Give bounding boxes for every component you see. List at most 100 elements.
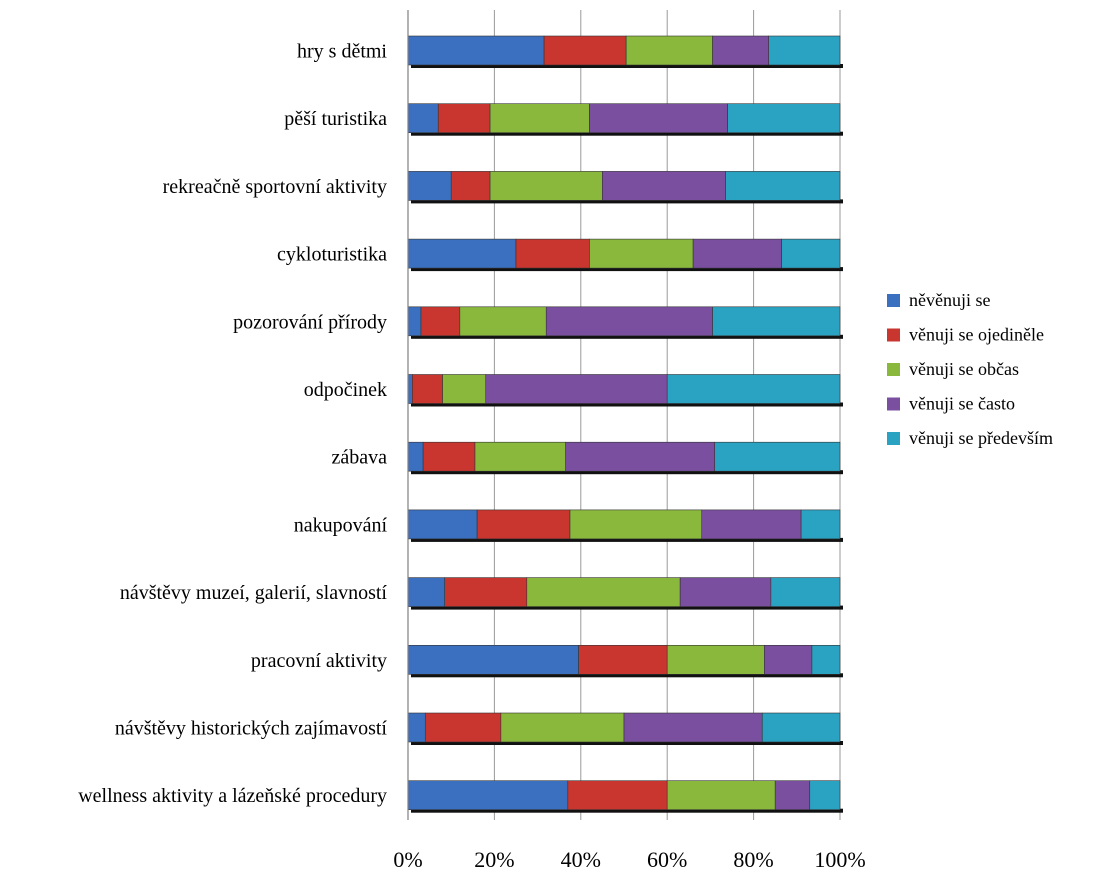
- tick-label: 0%: [393, 847, 422, 872]
- bar-segment: [489, 171, 603, 201]
- category-label: odpočinek: [304, 379, 387, 401]
- bar-segment: [485, 374, 668, 404]
- bar-segment: [424, 712, 502, 743]
- bar-segment: [679, 577, 772, 607]
- bar-segment: [712, 35, 770, 66]
- tick-label: 100%: [814, 847, 865, 872]
- category-label: rekreačně sportovní aktivity: [163, 176, 387, 198]
- category-label: wellness aktivity a lázeňské procedury: [78, 785, 387, 807]
- bar-segment: [774, 780, 811, 811]
- bar-segment: [407, 171, 452, 201]
- bar-segment: [407, 306, 422, 337]
- bar-shadow: [411, 267, 843, 272]
- bar-segment: [701, 509, 802, 540]
- tick-label: 60%: [647, 847, 687, 872]
- bar-segment: [545, 306, 713, 337]
- bar-segment: [515, 238, 590, 269]
- legend-swatch: [887, 328, 900, 342]
- bar-segment: [407, 712, 426, 743]
- bar-segment: [420, 306, 461, 337]
- bar-segment: [450, 171, 491, 201]
- bar-segment: [476, 509, 571, 540]
- bar-segment: [714, 441, 841, 472]
- category-label: pozorování přírody: [233, 311, 387, 333]
- bar-segment: [781, 238, 841, 269]
- bar-segment: [770, 577, 841, 607]
- bar-segment: [489, 103, 590, 133]
- category-label: návštěvy historických zajímavostí: [115, 718, 388, 740]
- bar-segment: [725, 171, 841, 201]
- bar-segment: [407, 238, 517, 269]
- bar-segment: [811, 644, 841, 675]
- category-label: hry s dětmi: [297, 41, 387, 63]
- bar-segment: [692, 238, 782, 269]
- bar-segment: [666, 780, 776, 811]
- bar-shadow: [411, 199, 843, 204]
- bar-shadow: [411, 537, 843, 542]
- category-label: pěší turistika: [284, 108, 387, 130]
- bar-segment: [437, 103, 491, 133]
- tick-label: 80%: [733, 847, 773, 872]
- gridlines: [493, 10, 841, 820]
- tick-label: 40%: [561, 847, 601, 872]
- bars: [407, 35, 843, 813]
- bar-segment: [666, 374, 841, 404]
- bar-segment: [407, 441, 424, 472]
- legend-label: něvěnuji se: [909, 290, 990, 310]
- bar-segment: [407, 577, 446, 607]
- category-label: zábava: [331, 447, 387, 469]
- bar-segment: [543, 35, 627, 66]
- legend-label: věnuji se ojediněle: [909, 325, 1044, 345]
- bar-shadow: [411, 808, 843, 813]
- tick-labels: 0% 20% 40% 60% 80% 100%: [393, 847, 865, 872]
- bar-segment: [623, 712, 763, 743]
- bar-segment: [407, 35, 545, 66]
- bar-segment: [727, 103, 841, 133]
- bar-segment: [474, 441, 566, 472]
- bar-shadow: [411, 64, 843, 68]
- bar-segment: [422, 441, 476, 472]
- legend-swatch: [887, 363, 900, 376]
- bar-segment: [764, 644, 813, 675]
- bar-segment: [625, 35, 713, 66]
- bar-shadow: [411, 334, 843, 339]
- bar-segment: [589, 103, 728, 133]
- bar-shadow: [411, 741, 843, 745]
- bar-segment: [569, 509, 703, 540]
- legend-swatch: [887, 294, 900, 307]
- bar-segment: [444, 577, 528, 607]
- bar-segment: [589, 238, 694, 269]
- bar-segment: [712, 306, 841, 337]
- bar-segment: [578, 644, 668, 675]
- legend-swatch: [887, 432, 900, 445]
- category-label: návštěvy muzeí, galerií, slavností: [120, 582, 388, 604]
- bar-segment: [809, 780, 841, 811]
- bar-segment: [768, 35, 841, 66]
- category-labels: hry s dětmi pěší turistika rekreačně sport…: [78, 41, 387, 808]
- bar-segment: [407, 644, 579, 675]
- bar-shadow: [411, 131, 843, 136]
- legend-label: věnuji se občas: [909, 359, 1019, 379]
- legend-label: věnuji se často: [909, 394, 1015, 414]
- bar-segment: [500, 712, 625, 743]
- bar-segment: [407, 103, 439, 133]
- legend: něvěnuji se věnuji se ojediněle věnuji se …: [887, 290, 1053, 448]
- bar-shadow: [411, 402, 843, 407]
- bar-segment: [526, 577, 681, 607]
- bar-shadow: [411, 673, 843, 678]
- bar-segment: [407, 780, 569, 811]
- bar-segment: [761, 712, 841, 743]
- tick-label: 20%: [474, 847, 514, 872]
- category-label: cykloturistika: [277, 244, 387, 266]
- bar-segment: [800, 509, 841, 540]
- bar-segment: [567, 780, 668, 811]
- bar-segment: [407, 374, 413, 404]
- category-label: nakupování: [294, 514, 388, 536]
- bar-segment: [407, 509, 478, 540]
- legend-label: věnuji se především: [909, 428, 1053, 448]
- bar-segment: [442, 374, 487, 404]
- bar-segment: [412, 374, 443, 404]
- legend-swatch: [887, 397, 900, 411]
- bar-segment: [459, 306, 547, 337]
